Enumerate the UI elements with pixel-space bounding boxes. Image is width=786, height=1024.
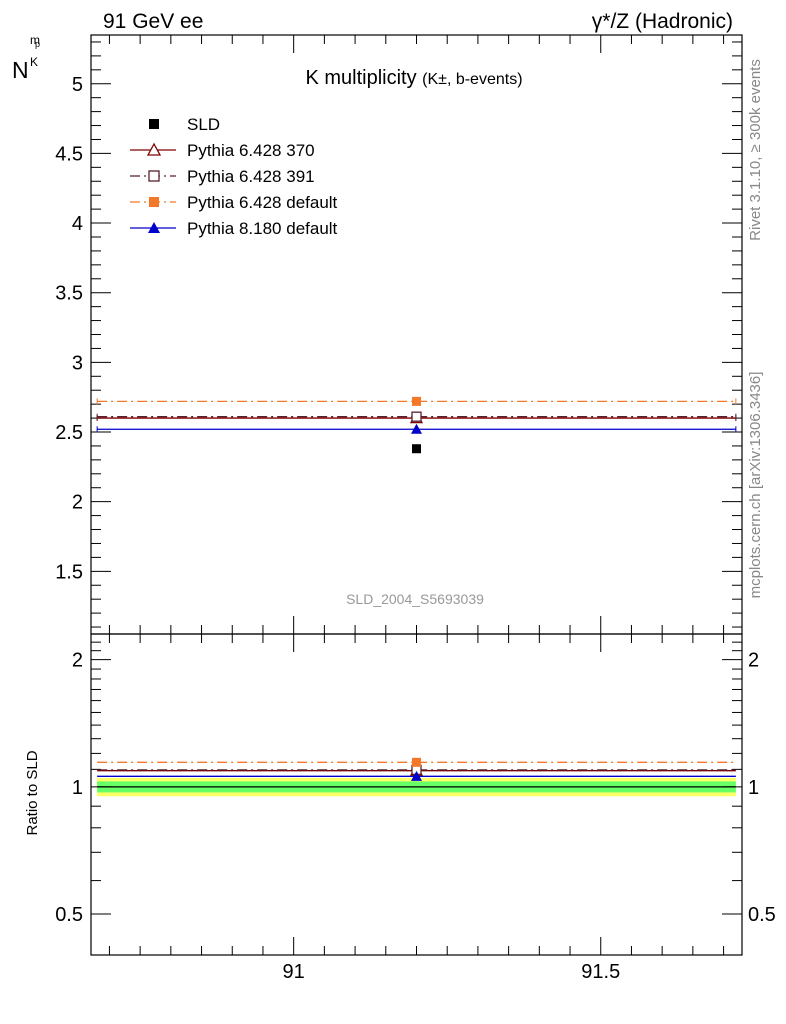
legend-label: Pythia 6.428 391	[187, 167, 315, 186]
y-tick-label: 3.5	[55, 283, 83, 305]
data-point	[412, 444, 421, 454]
rivet-label: Rivet 3.1.10, ≥ 300k events	[747, 59, 764, 241]
y-tick-label: 5	[72, 74, 83, 96]
data-point	[411, 411, 422, 422]
legend-label: Pythia 8.180 default	[187, 219, 338, 238]
legend: SLD Pythia 6.428 370 Pythia 6.428 391 Pythi…	[130, 115, 338, 238]
legend-marker	[149, 197, 159, 207]
mcplots-label: mcplots.cern.ch [arXiv:1306.3436]	[747, 372, 764, 599]
y-tick-label: 1.5	[55, 561, 83, 583]
legend-marker	[146, 142, 162, 156]
main-ylabel-sup: p	[35, 39, 40, 49]
legend-label: Pythia 6.428 default	[187, 193, 338, 212]
ratio-data-points	[409, 757, 424, 781]
x-tick-label: 91.5	[581, 961, 620, 983]
main-ylabel-sub: K	[30, 55, 38, 69]
ratio-tick-label-right: 0.5	[748, 904, 776, 926]
ratio-data-point	[411, 770, 422, 781]
ratio-tick-label: 2	[72, 650, 83, 672]
legend-label: SLD	[187, 115, 220, 134]
ratio-tick-label: 0.5	[55, 904, 83, 926]
ratio-bands	[97, 777, 736, 797]
ratio-tick-label-right: 1	[748, 777, 759, 799]
main-ylabel: N K p m	[12, 33, 40, 83]
legend-marker	[149, 119, 159, 129]
legend-entry: SLD	[149, 115, 220, 134]
ratio-axis-ticks: 0.5 0.5 1 1 2 2	[55, 641, 776, 926]
ratio-data-point	[412, 757, 421, 767]
chart-title: K multiplicity (K±, b-events)	[305, 67, 522, 89]
legend-entry: Pythia 8.180 default	[130, 219, 338, 238]
y-tick-label: 3	[72, 352, 83, 374]
main-ylabel-n: N	[12, 57, 29, 83]
main-ylabel-sub2: m	[30, 33, 40, 47]
y-tick-label: 2	[72, 492, 83, 514]
legend-marker	[148, 222, 160, 233]
y-tick-label: 4.5	[55, 143, 83, 165]
ratio-tick-label-right: 2	[748, 650, 759, 672]
header-left: 91 GeV ee	[103, 10, 203, 33]
legend-entry: Pythia 6.428 391	[130, 167, 315, 186]
main-axis-ticks: 1.5 2 2.5 3 3.5 4 4.5 5	[55, 41, 742, 628]
data-point	[412, 396, 421, 406]
ratio-ylabel: Ratio to SLD	[24, 750, 41, 835]
data-point	[411, 423, 422, 434]
chart-title-sub: (K±, b-events)	[422, 71, 522, 88]
y-tick-label: 4	[72, 213, 83, 235]
ratio-panel: 0.5 0.5 1 1 2 2 Ratio to SLD	[24, 633, 776, 956]
y-tick-label: 2.5	[55, 422, 83, 444]
legend-entry: Pythia 6.428 default	[130, 193, 338, 212]
x-tick-label: 91	[283, 961, 305, 983]
watermark: SLD_2004_S5693039	[346, 591, 484, 607]
main-data-points	[409, 396, 424, 454]
x-axis-ticks: 91 91.5	[108, 35, 725, 983]
legend-entry: Pythia 6.428 370	[130, 141, 315, 160]
ratio-tick-label: 1	[72, 777, 83, 799]
chart-title-main: K multiplicity	[305, 67, 416, 89]
legend-marker	[148, 170, 160, 182]
legend-label: Pythia 6.428 370	[187, 141, 315, 160]
header-right: γ*/Z (Hadronic)	[592, 10, 733, 33]
main-panel: 1.5 2 2.5 3 3.5 4 4.5 5 K multiplicity (K±, b-e…	[55, 34, 743, 635]
